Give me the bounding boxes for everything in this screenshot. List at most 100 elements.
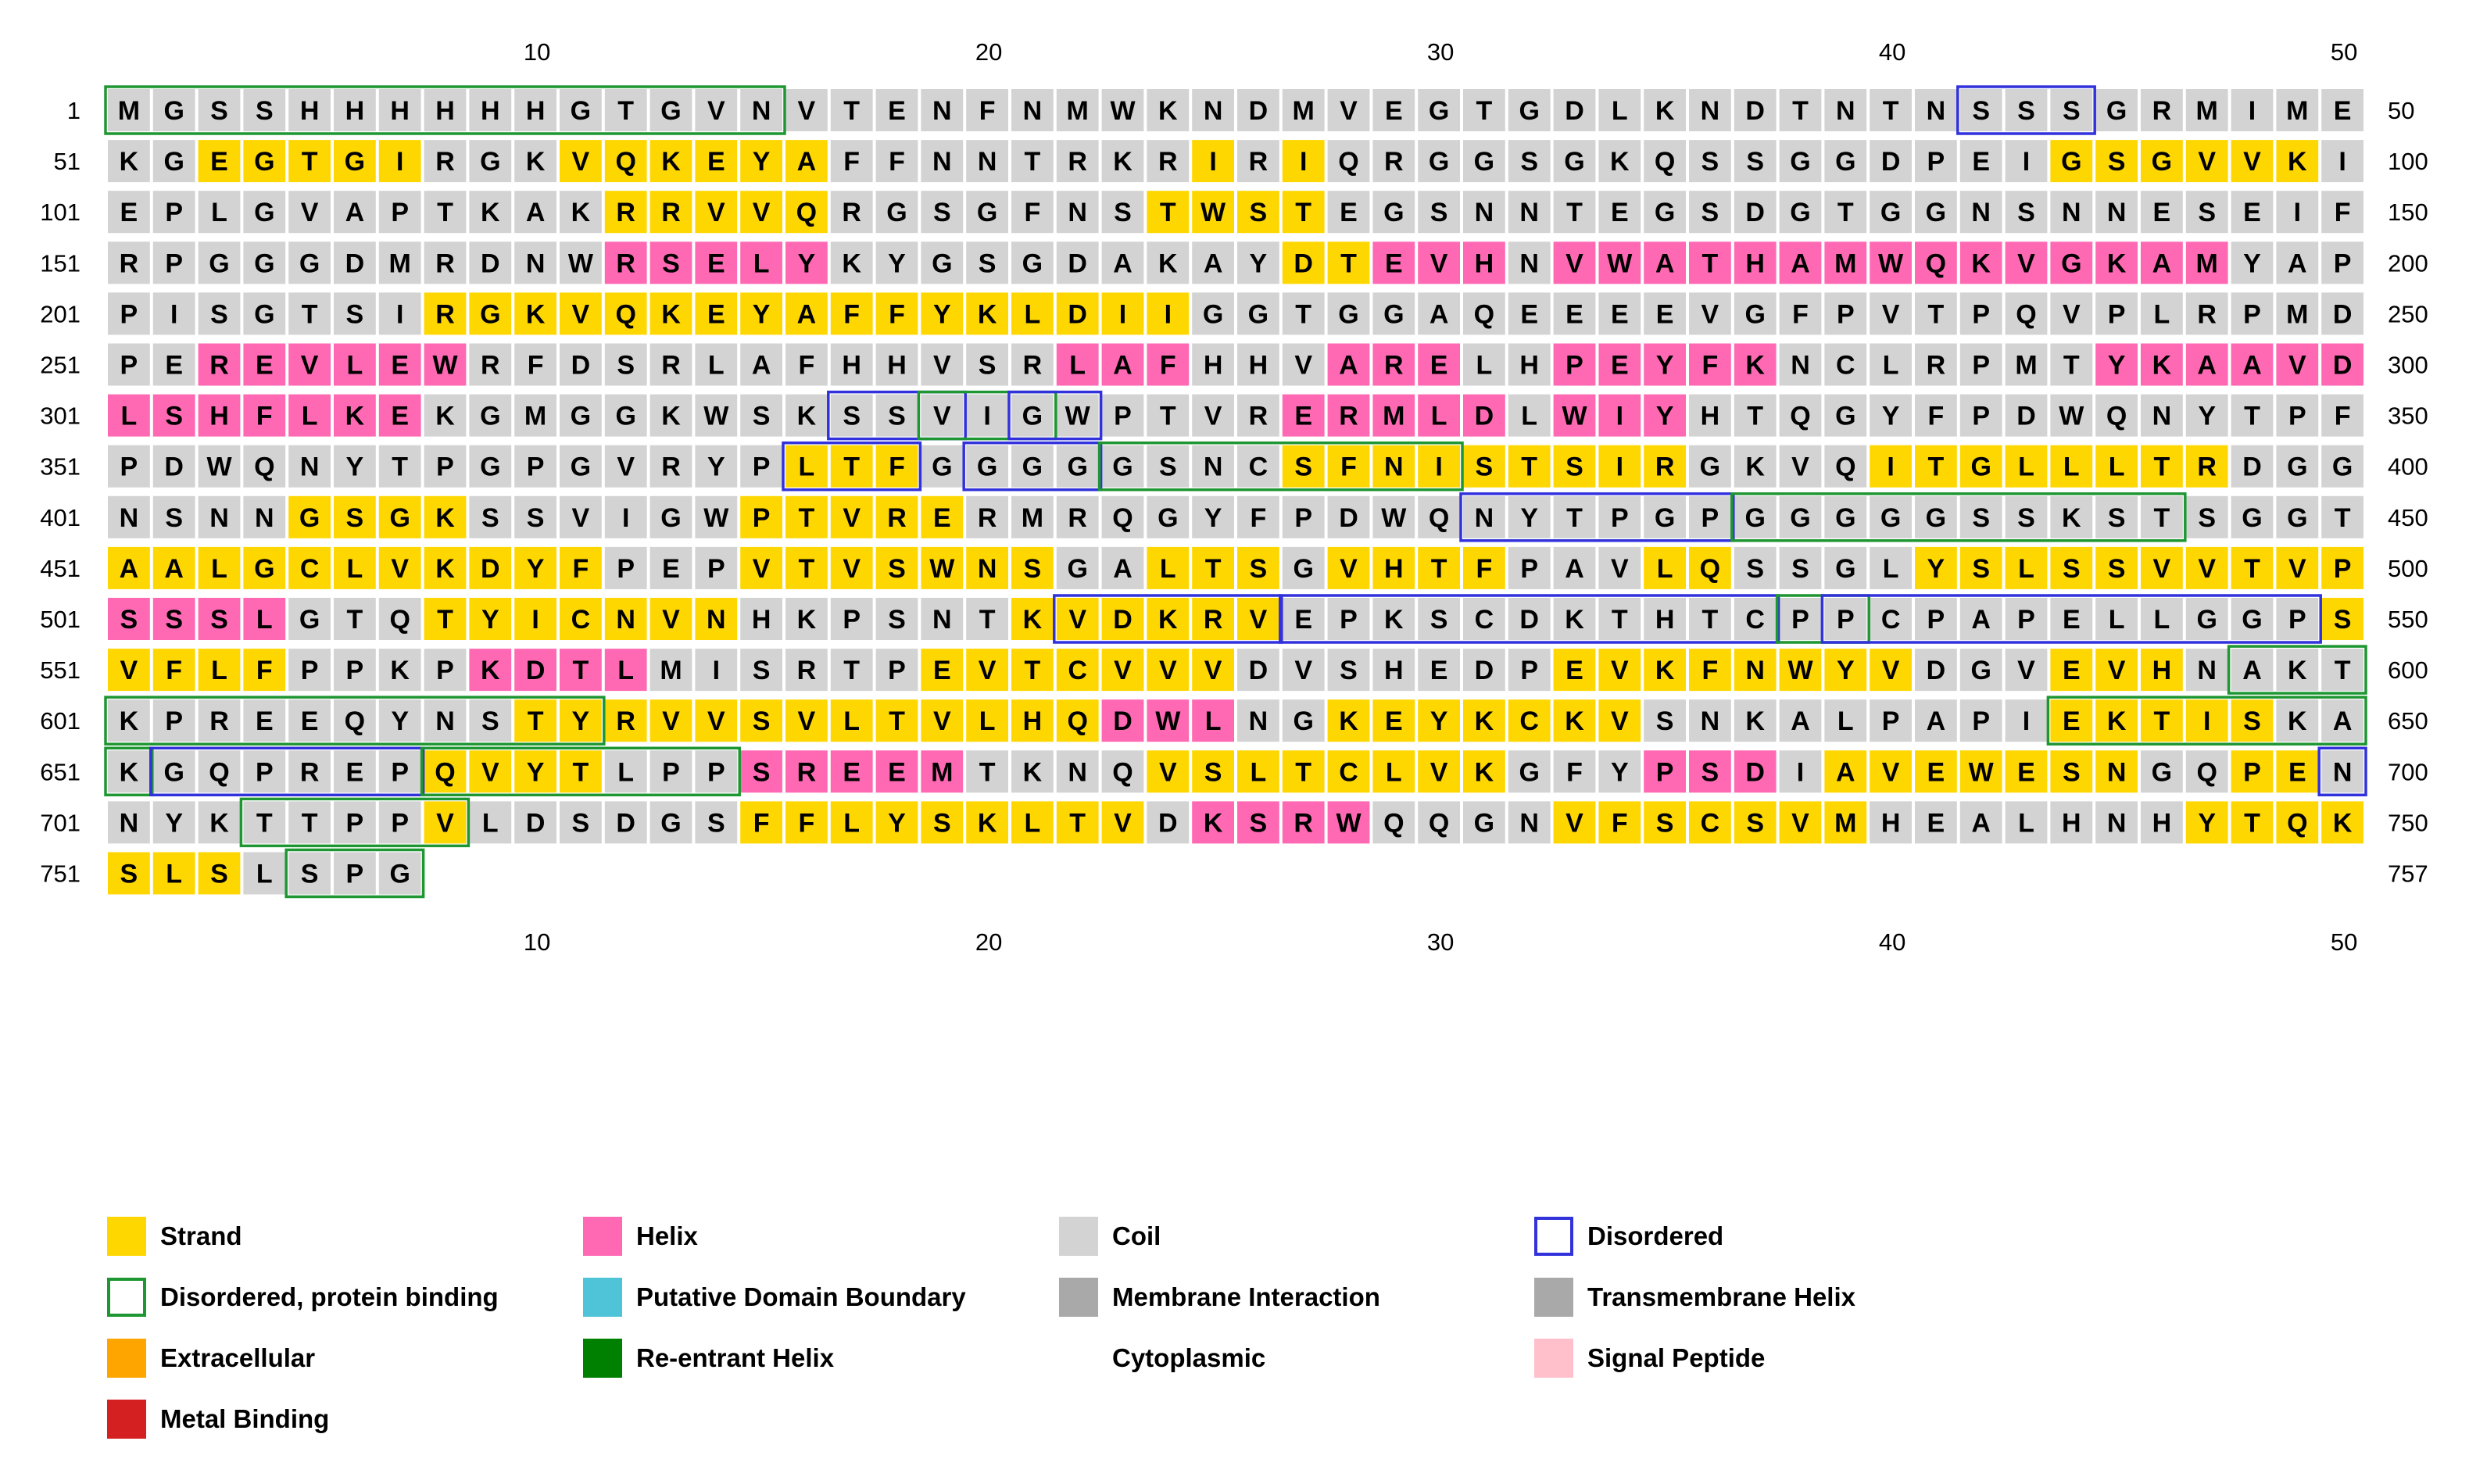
residue-letter: K bbox=[435, 402, 455, 431]
residue-letter: I bbox=[1797, 757, 1804, 787]
residue-letter: G bbox=[1835, 402, 1855, 431]
residue-cell bbox=[2141, 241, 2183, 284]
residue-letter: M bbox=[118, 96, 140, 126]
residue-cell bbox=[1644, 241, 1686, 284]
residue-letter: L bbox=[1386, 757, 1402, 787]
residue-letter: H bbox=[390, 96, 410, 126]
residue-cell bbox=[1147, 191, 1190, 234]
legend-label: Disordered, protein binding bbox=[160, 1282, 499, 1311]
legend-item: Transmembrane Helix bbox=[1534, 1278, 1855, 1317]
residue-cell bbox=[288, 191, 331, 234]
residue-letter: Q bbox=[2196, 757, 2217, 787]
residue-letter: Q bbox=[1338, 147, 1358, 177]
residue-letter: V bbox=[707, 96, 725, 126]
residue-letter: C bbox=[1475, 605, 1494, 635]
residue-letter: W bbox=[1201, 198, 1226, 227]
residue-cell bbox=[1870, 292, 1912, 335]
residue-letter: V bbox=[2243, 147, 2261, 177]
legend-label: Transmembrane Helix bbox=[1587, 1282, 1855, 1311]
residue-letter: I bbox=[1209, 147, 1216, 177]
residue-letter: G bbox=[571, 96, 591, 126]
row-end-number: 400 bbox=[2388, 453, 2428, 481]
legend-item: Coil bbox=[1059, 1217, 1161, 1256]
residue-cell bbox=[1327, 89, 1370, 131]
residue-letter: P bbox=[527, 452, 545, 482]
residue-letter: N bbox=[120, 808, 139, 838]
residue-cell bbox=[1463, 89, 1505, 131]
residue-cell bbox=[1915, 241, 1957, 284]
residue-letter: W bbox=[1155, 706, 1181, 736]
residue-letter: F bbox=[256, 656, 273, 685]
residue-letter: P bbox=[2243, 299, 2261, 329]
residue-cell bbox=[2321, 292, 2363, 335]
row-start-number: 651 bbox=[40, 758, 81, 785]
residue-cell bbox=[1598, 89, 1641, 131]
residue-cell bbox=[1824, 140, 1867, 183]
residue-letter: P bbox=[1611, 503, 1629, 533]
residue-letter: G bbox=[1835, 554, 1855, 584]
residue-cell bbox=[1282, 89, 1325, 131]
residue-letter: G bbox=[1067, 554, 1087, 584]
residue-letter: P bbox=[707, 554, 725, 584]
residue-cell bbox=[1824, 89, 1867, 131]
legend-swatch bbox=[1059, 1278, 1098, 1317]
residue-letter: S bbox=[1024, 554, 1042, 584]
residue-letter: S bbox=[1159, 452, 1177, 482]
residue-cell bbox=[875, 140, 918, 183]
residue-letter: S bbox=[2108, 503, 2126, 533]
residue-letter: V bbox=[1611, 656, 1629, 685]
residue-letter: E bbox=[346, 757, 364, 787]
residue-letter: S bbox=[753, 706, 771, 736]
residue-cell bbox=[424, 292, 467, 335]
residue-letter: Y bbox=[572, 706, 590, 736]
residue-cell bbox=[1734, 89, 1777, 131]
residue-letter: S bbox=[617, 351, 635, 381]
residue-cell bbox=[198, 89, 241, 131]
residue-letter: T bbox=[1792, 96, 1809, 126]
ruler-bottom-label: 50 bbox=[2331, 928, 2357, 956]
row-end-number: 650 bbox=[2388, 707, 2428, 735]
residue-cell bbox=[1101, 241, 1144, 284]
residue-letter: T bbox=[1837, 198, 1854, 227]
row-end-number: 757 bbox=[2388, 860, 2428, 888]
residue-letter: P bbox=[2288, 402, 2306, 431]
residue-letter: R bbox=[2197, 299, 2217, 329]
residue-letter: Y bbox=[798, 249, 816, 278]
ruler-top-label: 30 bbox=[1427, 38, 1454, 66]
residue-letter: S bbox=[481, 503, 499, 533]
residue-letter: N bbox=[1701, 96, 1720, 126]
residue-letter: S bbox=[165, 503, 183, 533]
residue-letter: I bbox=[1435, 452, 1442, 482]
residue-letter: T bbox=[1747, 402, 1763, 431]
residue-letter: G bbox=[480, 299, 500, 329]
residue-letter: T bbox=[1521, 452, 1537, 482]
residue-letter: K bbox=[1655, 656, 1675, 685]
residue-cell bbox=[785, 140, 828, 183]
residue-letter: P bbox=[165, 706, 183, 736]
residue-cell bbox=[1734, 191, 1777, 234]
residue-letter: K bbox=[1158, 605, 1178, 635]
residue-letter: M bbox=[524, 402, 546, 431]
residue-letter: N bbox=[2107, 808, 2127, 838]
residue-cell bbox=[1508, 89, 1551, 131]
legend-item: Disordered, protein binding bbox=[107, 1278, 499, 1317]
residue-cell bbox=[966, 89, 1008, 131]
residue-cell bbox=[2050, 241, 2093, 284]
residue-letter: L bbox=[1025, 299, 1041, 329]
residue-letter: H bbox=[1249, 351, 1268, 381]
residue-letter: W bbox=[206, 452, 232, 482]
residue-letter: R bbox=[209, 706, 229, 736]
residue-letter: Y bbox=[1250, 249, 1268, 278]
residue-cell bbox=[1237, 241, 1279, 284]
residue-letter: C bbox=[571, 605, 591, 635]
residue-letter: S bbox=[2243, 706, 2261, 736]
residue-cell bbox=[695, 191, 738, 234]
residue-letter: N bbox=[932, 605, 952, 635]
residue-letter: F bbox=[753, 808, 770, 838]
residue-cell bbox=[108, 191, 150, 234]
residue-cell bbox=[1689, 140, 1731, 183]
residue-letter: G bbox=[1790, 147, 1810, 177]
residue-letter: C bbox=[1519, 706, 1539, 736]
residue-letter: Q bbox=[254, 452, 274, 482]
residue-cell bbox=[2141, 89, 2183, 131]
